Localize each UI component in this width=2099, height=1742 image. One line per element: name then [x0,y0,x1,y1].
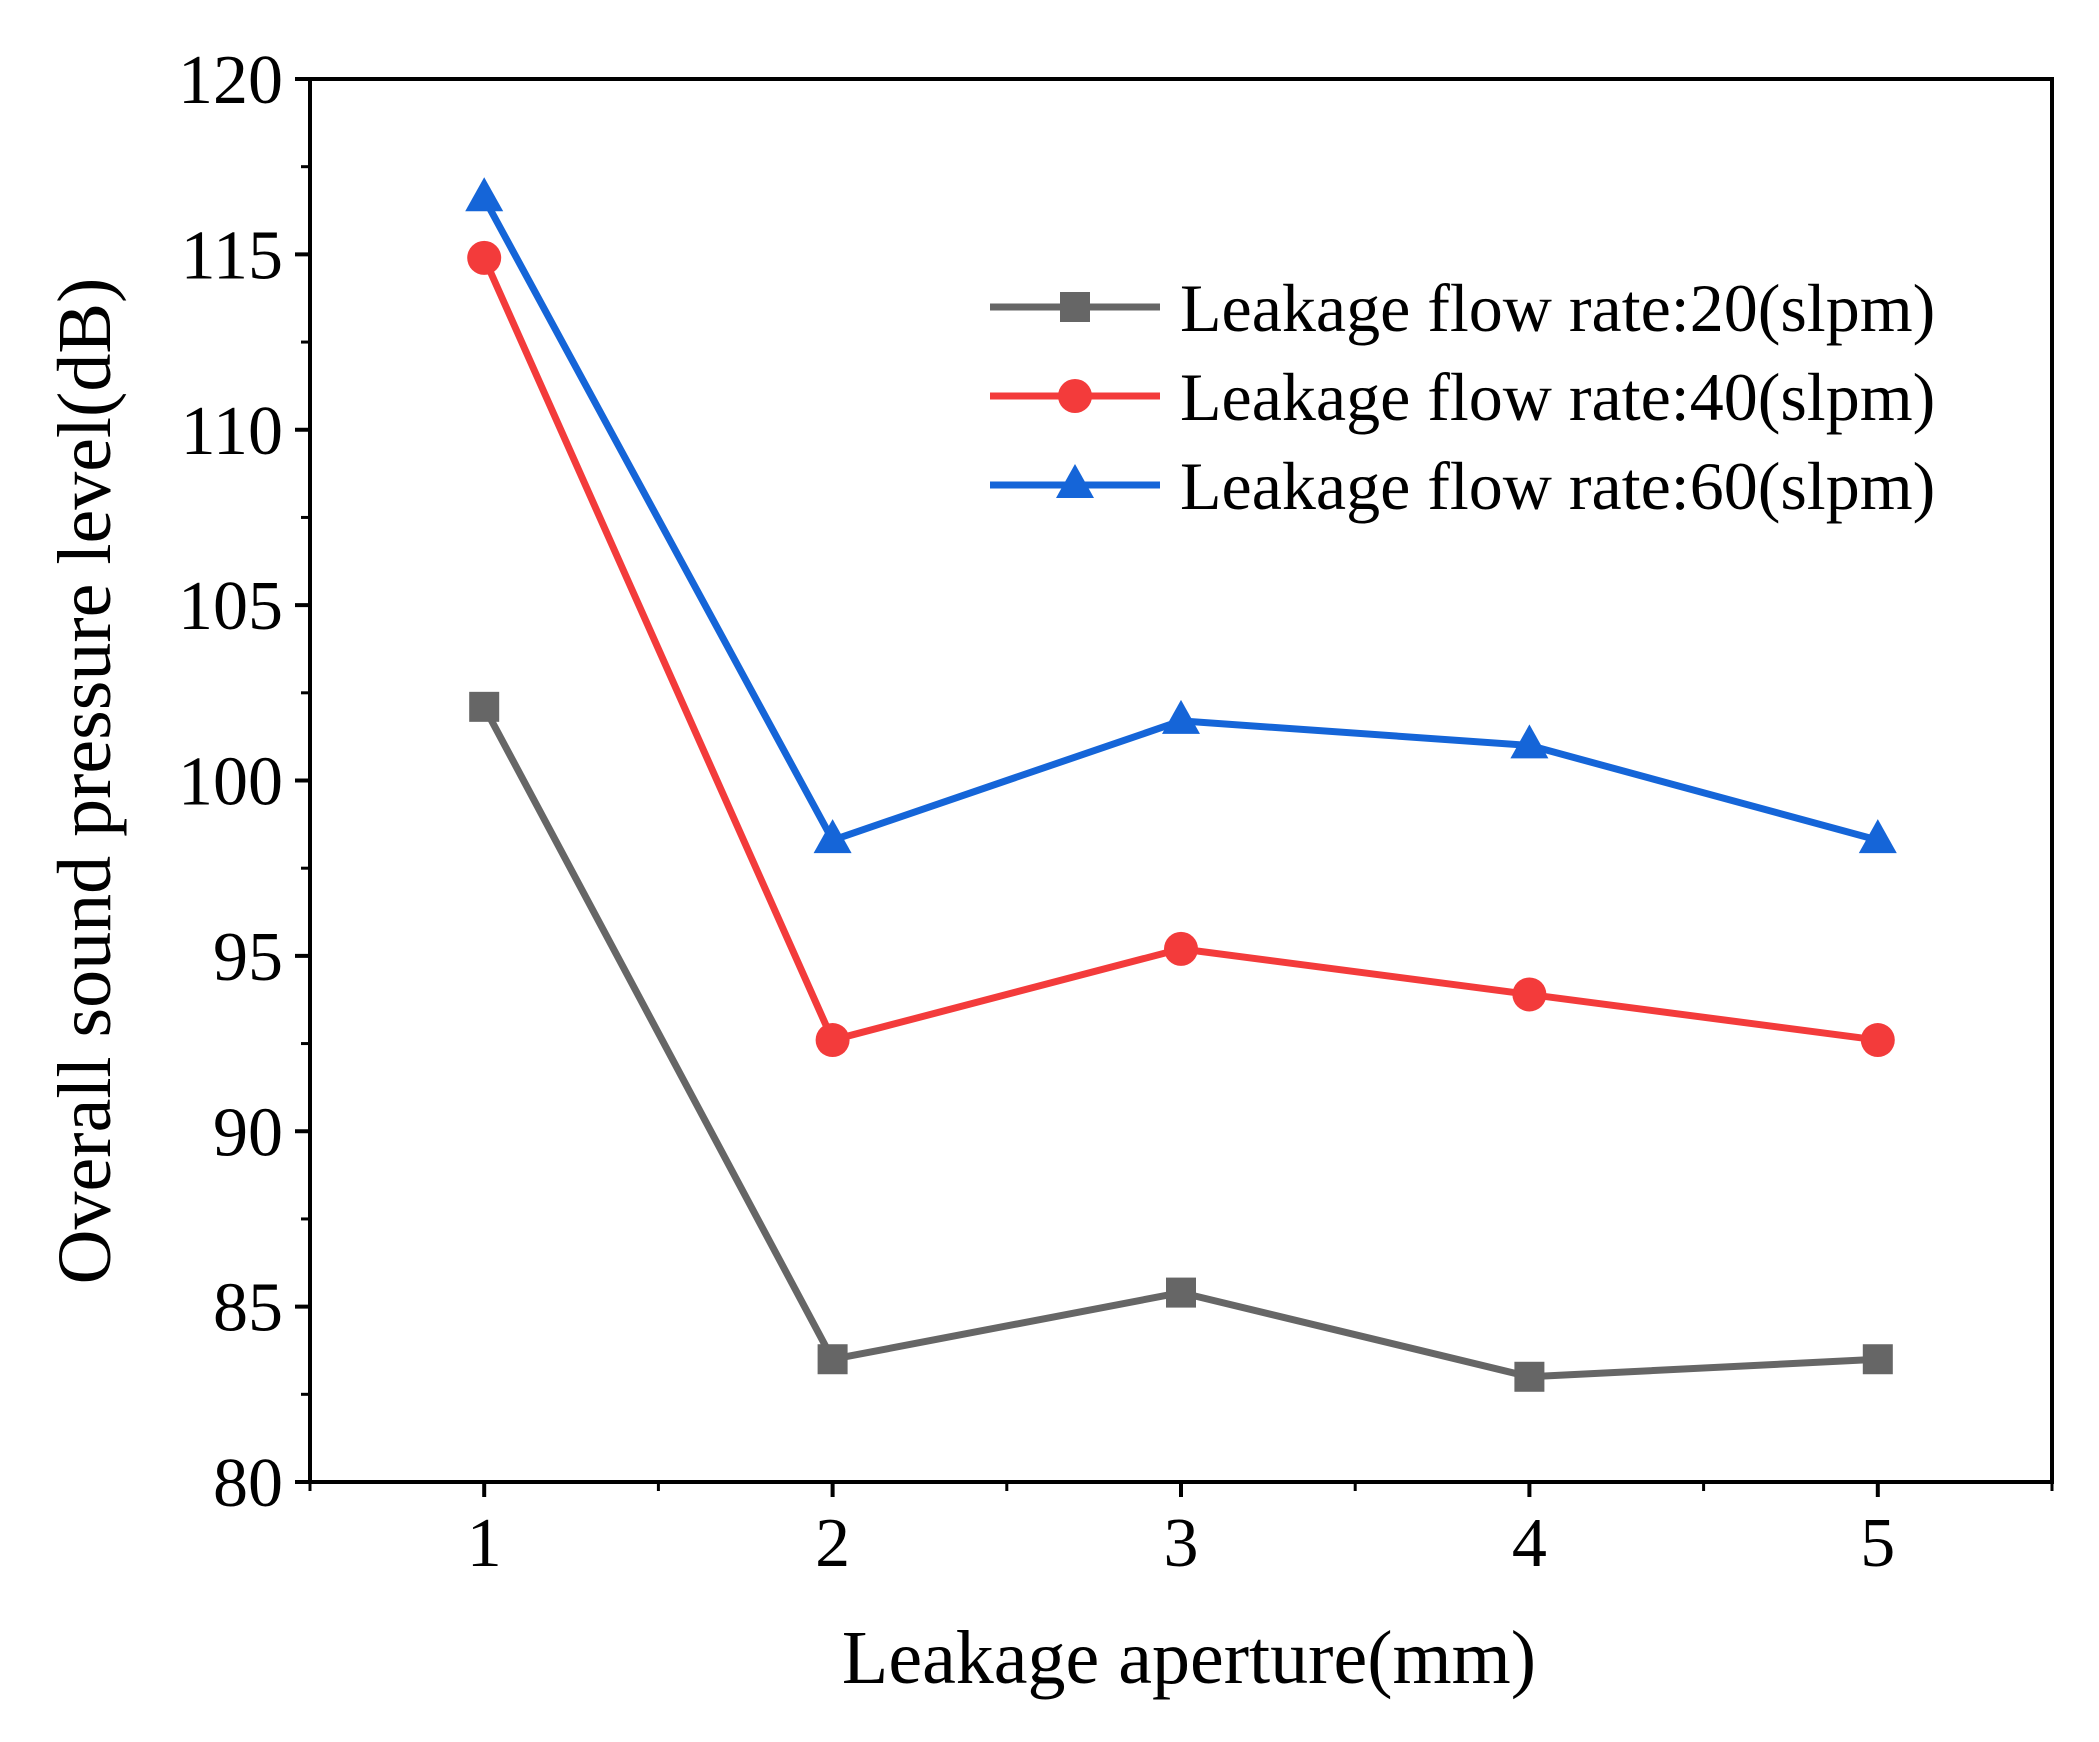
legend-item-3: Leakage flow rate:60(slpm) [990,448,1935,524]
data-point [469,691,500,722]
series-1 [469,691,1893,1392]
x-axis-label: Leakage aperture(mm) [842,1616,1536,1700]
axes: 80 85 90 95 100 105 110 115 120 1 2 3 4 5 [178,42,2054,1582]
data-point [1166,1277,1196,1308]
data-point [815,1023,850,1058]
legend-label: Leakage flow rate:20(slpm) [1180,270,1935,346]
data-point [1514,1361,1545,1392]
y-tick-label: 105 [178,568,283,645]
data-point [1862,1344,1893,1375]
y-tick-label: 100 [178,744,283,821]
y-tick-label: 80 [213,1445,283,1522]
data-point [1512,977,1547,1012]
legend-item-1: Leakage flow rate:20(slpm) [990,270,1935,346]
data-point [813,819,852,854]
x-tick-label: 4 [1512,1505,1547,1582]
data-point [467,240,502,275]
y-tick-label: 90 [213,1094,283,1171]
data-point [817,1344,848,1375]
legend-marker [1056,464,1094,498]
data-point [1858,819,1897,854]
legend-item-2: Leakage flow rate:40(slpm) [990,359,1935,435]
y-tick-label: 115 [181,217,283,294]
legend-marker [1058,379,1092,413]
legend: Leakage flow rate:20(slpm) Leakage flow r… [990,270,1935,524]
data-point [1162,699,1200,734]
y-tick-label: 110 [181,393,283,470]
legend-marker [1060,292,1090,322]
data-point [1860,1023,1895,1058]
legend-label: Leakage flow rate:40(slpm) [1180,359,1935,435]
data-point [465,177,504,212]
data-point [1164,931,1198,966]
plot-series [465,177,1897,1392]
x-tick-label: 2 [815,1505,850,1582]
x-tick-label: 1 [467,1505,502,1582]
data-point [1510,724,1549,759]
y-tick-label: 85 [213,1270,283,1347]
series-line [481,705,1878,1381]
series-3 [465,177,1897,854]
x-tick-label: 3 [1164,1505,1199,1582]
y-tick-label: 120 [178,42,283,119]
y-tick-label: 95 [213,919,283,996]
series-2 [467,240,1895,1058]
y-axis-label: Overall sound pressure level(dB) [43,278,127,1285]
legend-label: Leakage flow rate:60(slpm) [1180,448,1935,524]
x-tick-label: 5 [1860,1505,1895,1582]
